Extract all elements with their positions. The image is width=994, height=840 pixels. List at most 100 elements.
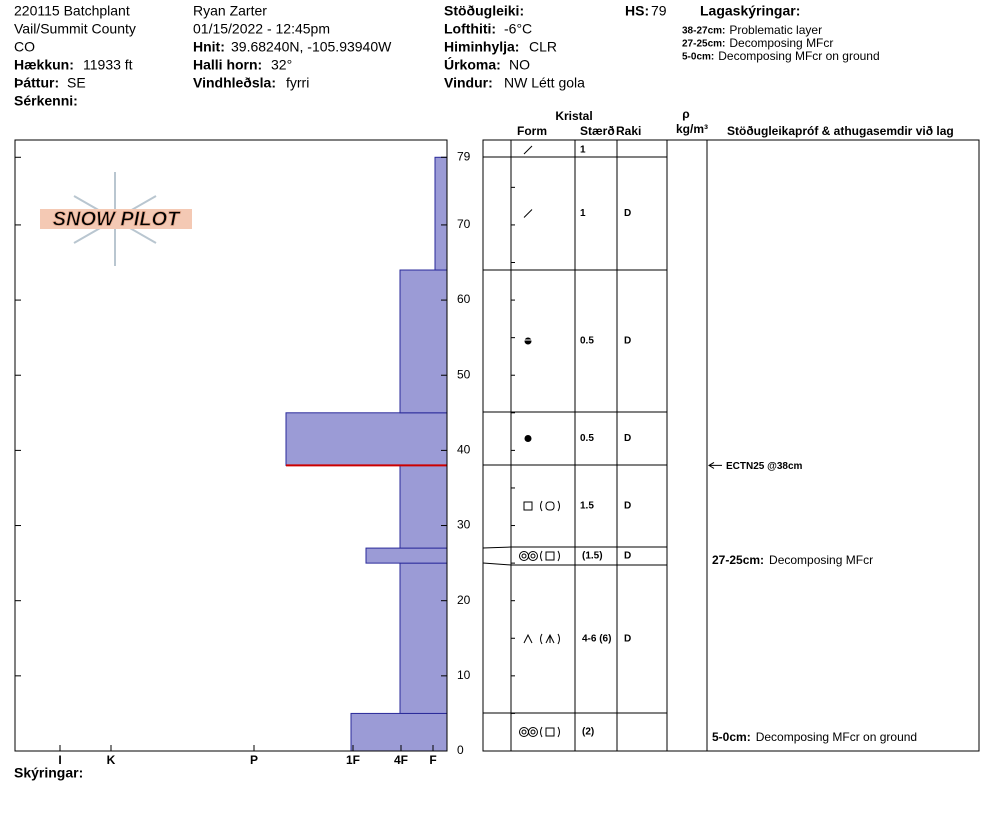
comment-range: 5-0cm:	[712, 730, 751, 744]
y-tick-label: 40	[457, 443, 471, 457]
col-header: Form	[517, 124, 547, 138]
grain-symbol	[540, 726, 543, 738]
value: -6°C	[504, 21, 532, 37]
col-header: Kristal	[555, 109, 592, 123]
moisture-cell: D	[624, 208, 631, 219]
label: Himinhylja:	[444, 39, 519, 55]
moisture-cell: D	[624, 501, 631, 512]
stability-test: ECTN25 @38cm	[726, 461, 803, 472]
grain-symbol	[530, 729, 536, 735]
legend-text: Problematic layer	[729, 23, 822, 37]
y-tick-label: 0	[457, 743, 464, 757]
value: 39.68240N, -105.93940W	[231, 39, 392, 55]
y-tick-label: 70	[457, 217, 471, 231]
x-tick-label: F	[429, 753, 436, 767]
site-line: CO	[14, 39, 35, 55]
legend-text: Decomposing MFcr on ground	[718, 49, 879, 63]
size-cell: 4-6 (6)	[582, 634, 611, 645]
col-header: Stöðugleikapróf & athugasemdir við lag	[727, 124, 954, 138]
label: Lofthiti:	[444, 21, 496, 37]
hardness-layer	[399, 269, 448, 414]
col-header: kg/m³	[676, 122, 708, 136]
grain-symbol	[524, 337, 532, 345]
label: Vindur:	[444, 75, 493, 91]
hardness-layer	[365, 547, 448, 564]
moisture-cell: D	[624, 551, 631, 562]
logo: SNOW PILOT	[40, 172, 192, 266]
grain-symbol	[540, 550, 543, 562]
legend-range: 27-25cm:	[682, 39, 725, 50]
grain-symbol	[540, 500, 543, 512]
grain-symbol	[521, 729, 527, 735]
grain-symbol	[545, 551, 555, 561]
observer: Ryan Zarter	[193, 3, 267, 19]
size-cell: (2)	[582, 727, 594, 738]
label: Úrkoma:	[444, 56, 501, 73]
label: Vindhleðsla:	[193, 75, 276, 91]
y-tick-label: 30	[457, 518, 471, 532]
x-tick-label: 1F	[346, 753, 360, 767]
x-tick-label: P	[250, 753, 258, 767]
size-cell: 1	[580, 208, 586, 219]
logo-text: SNOW PILOT	[53, 208, 181, 230]
moisture-cell: D	[624, 336, 631, 347]
legend-text: Decomposing MFcr	[729, 36, 833, 50]
hardness-layer	[285, 412, 448, 466]
row-connector	[482, 562, 512, 566]
grain-symbol	[557, 726, 560, 738]
hardness-layer	[399, 562, 448, 714]
grain-symbol	[540, 633, 543, 645]
site-line: Vail/Summit County	[14, 21, 136, 37]
value: 32°	[271, 57, 292, 73]
row-connector	[482, 546, 512, 549]
hardness-layer	[434, 156, 448, 271]
x-tick-label: 4F	[394, 753, 408, 767]
value: fyrri	[286, 75, 309, 91]
grain-symbol	[523, 501, 533, 511]
x-tick-label: K	[107, 753, 116, 767]
grain-symbol	[545, 727, 555, 737]
header: 220115 Batchplant Vail/Summit County CO …	[14, 3, 800, 109]
hardness-layer	[399, 464, 448, 549]
size-cell: 1	[580, 145, 586, 156]
notes-label: Skýringar:	[14, 765, 83, 781]
datetime: 01/15/2022 - 12:45pm	[193, 21, 330, 37]
size-cell: (1.5)	[582, 551, 603, 562]
grain-symbol	[557, 500, 560, 512]
grain-symbol	[530, 553, 536, 559]
value: NO	[509, 57, 530, 73]
value: 11933 ft	[83, 57, 133, 73]
comment-text: Decomposing MFcr	[769, 553, 873, 567]
legend-range: 5-0cm:	[682, 52, 714, 63]
label: Hnit:	[193, 39, 225, 55]
size-cell: 1.5	[580, 501, 594, 512]
value: NW Létt gola	[504, 75, 585, 91]
test-arrow	[708, 461, 722, 469]
grain-symbol	[523, 209, 533, 218]
value: CLR	[529, 39, 557, 55]
moisture-cell: D	[624, 634, 631, 645]
grain-symbol	[524, 435, 532, 442]
hardness-layer	[350, 712, 448, 752]
x-tick-label: I	[58, 753, 61, 767]
grain-symbol	[521, 553, 527, 559]
hs-value: 79	[651, 3, 667, 19]
y-tick-label: 20	[457, 593, 471, 607]
label: Stöðugleiki:	[444, 3, 524, 19]
size-cell: 0.5	[580, 336, 594, 347]
table-frame	[482, 139, 980, 752]
grain-symbol	[523, 145, 533, 155]
col-header: ρ	[682, 107, 689, 121]
plot-frame	[14, 139, 448, 752]
grain-symbol	[545, 501, 555, 511]
grain-symbol	[528, 727, 538, 737]
grain-symbol	[557, 633, 560, 645]
y-tick-label: 50	[457, 367, 471, 381]
value: SE	[67, 75, 86, 91]
label: Sérkenni:	[14, 93, 78, 109]
col-header: Raki	[616, 124, 641, 138]
grain-symbol	[523, 633, 533, 644]
y-tick-label: 10	[457, 668, 471, 682]
legend-range: 38-27cm:	[682, 26, 725, 37]
